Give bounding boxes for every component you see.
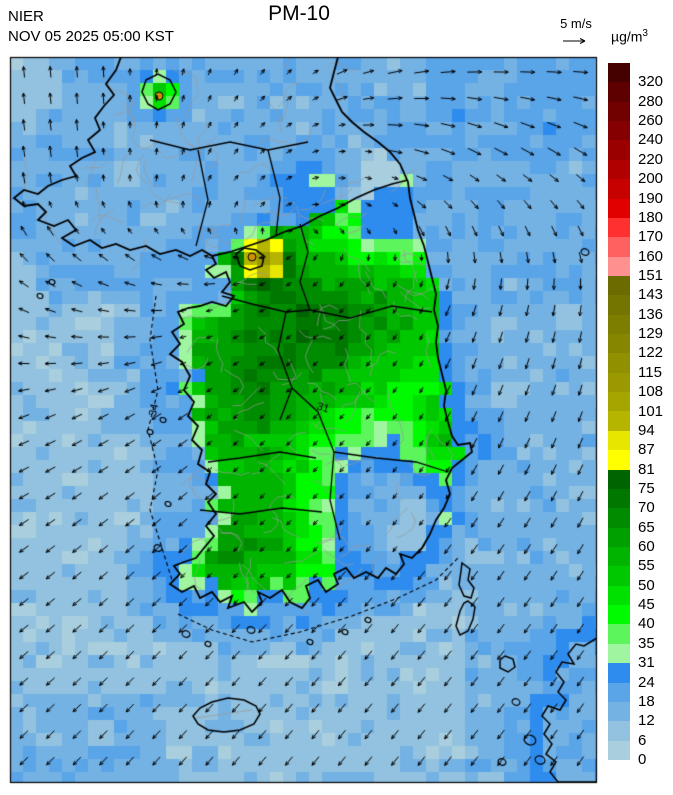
colorbar-label: 65	[638, 518, 655, 536]
colorbar-segment	[608, 430, 630, 451]
unit-exponent: 3	[642, 28, 648, 39]
colorbar-segment	[608, 643, 630, 664]
colorbar-segment	[608, 740, 630, 760]
colorbar-label: 122	[638, 344, 664, 362]
colorbar-label: 35	[638, 634, 655, 652]
colorbar-segment	[608, 101, 630, 122]
colorbar-segment	[608, 314, 630, 335]
colorbar-segment	[608, 469, 630, 489]
colorbar-label: 200	[638, 170, 664, 188]
colorbar-segment	[608, 217, 630, 238]
colorbar-segment	[608, 566, 630, 586]
colorbar-segment	[608, 275, 630, 296]
colorbar-label: 18	[638, 692, 655, 710]
wind-scale-arrow-icon	[563, 38, 586, 44]
colorbar-segment	[608, 334, 630, 354]
colorbar-label: 180	[638, 208, 664, 226]
colorbar-segment	[608, 256, 630, 276]
colorbar-label: 87	[638, 441, 655, 459]
unit-label: µg/m3	[611, 28, 648, 45]
colorbar-label: 129	[638, 325, 664, 343]
colorbar-label: 160	[638, 247, 664, 265]
colorbar-segment	[608, 179, 630, 199]
colorbar-label: 220	[638, 150, 664, 168]
colorbar-label: 151	[638, 266, 664, 284]
colorbar-label: 75	[638, 479, 655, 497]
colorbar-label: 55	[638, 557, 655, 575]
colorbar-label: 240	[638, 131, 664, 149]
colorbar-label: 94	[638, 421, 655, 439]
colorbar-label: 0	[638, 751, 647, 768]
colorbar	[608, 63, 630, 760]
map-title: PM-10	[268, 2, 330, 25]
colorbar-label: 320	[638, 73, 664, 91]
colorbar-label: 143	[638, 286, 664, 304]
colorbar-label: 31	[638, 654, 655, 672]
colorbar-segment	[608, 721, 630, 741]
colorbar-segment	[608, 82, 630, 102]
colorbar-segment	[608, 450, 630, 470]
timestamp-label: NOV 05 2025 05:00 KST	[8, 28, 174, 45]
agency-label: NIER	[8, 8, 44, 25]
colorbar-label: 190	[638, 189, 664, 207]
colorbar-label: 40	[638, 615, 655, 633]
unit-base: µg/m	[611, 28, 643, 45]
colorbar-segment	[608, 624, 630, 644]
colorbar-segment	[608, 392, 630, 412]
colorbar-label: 50	[638, 576, 655, 594]
colorbar-label: 101	[638, 402, 664, 420]
colorbar-segment	[608, 605, 630, 625]
colorbar-label: 45	[638, 596, 655, 614]
colorbar-label: 115	[638, 363, 662, 381]
colorbar-segment	[608, 140, 630, 160]
colorbar-label: 108	[638, 383, 664, 401]
colorbar-segment	[608, 682, 630, 702]
colorbar-segment	[608, 295, 630, 315]
colorbar-label: 6	[638, 731, 647, 749]
colorbar-label: 81	[638, 460, 655, 478]
colorbar-segment	[608, 411, 630, 431]
colorbar-label: 70	[638, 499, 655, 517]
wind-scale-label: 5 m/s	[560, 16, 592, 31]
colorbar-segment	[608, 237, 630, 257]
colorbar-label: 136	[638, 305, 664, 323]
colorbar-label: 24	[638, 673, 655, 691]
colorbar-segment	[608, 353, 630, 373]
colorbar-segment	[608, 585, 630, 606]
colorbar-segment	[608, 663, 630, 683]
colorbar-segment	[608, 488, 630, 509]
colorbar-label: 260	[638, 112, 664, 130]
colorbar-label: 280	[638, 92, 664, 110]
colorbar-segment	[608, 121, 630, 141]
colorbar-segment	[608, 527, 630, 547]
colorbar-segment	[608, 508, 630, 528]
colorbar-label: 60	[638, 538, 655, 556]
colorbar-segment	[608, 198, 630, 218]
colorbar-segment	[608, 63, 630, 83]
colorbar-label: 170	[638, 228, 664, 246]
colorbar-label: 12	[638, 712, 655, 730]
colorbar-segment	[608, 159, 630, 180]
colorbar-segment	[608, 372, 630, 393]
colorbar-segment	[608, 546, 630, 567]
colorbar-segment	[608, 701, 630, 722]
